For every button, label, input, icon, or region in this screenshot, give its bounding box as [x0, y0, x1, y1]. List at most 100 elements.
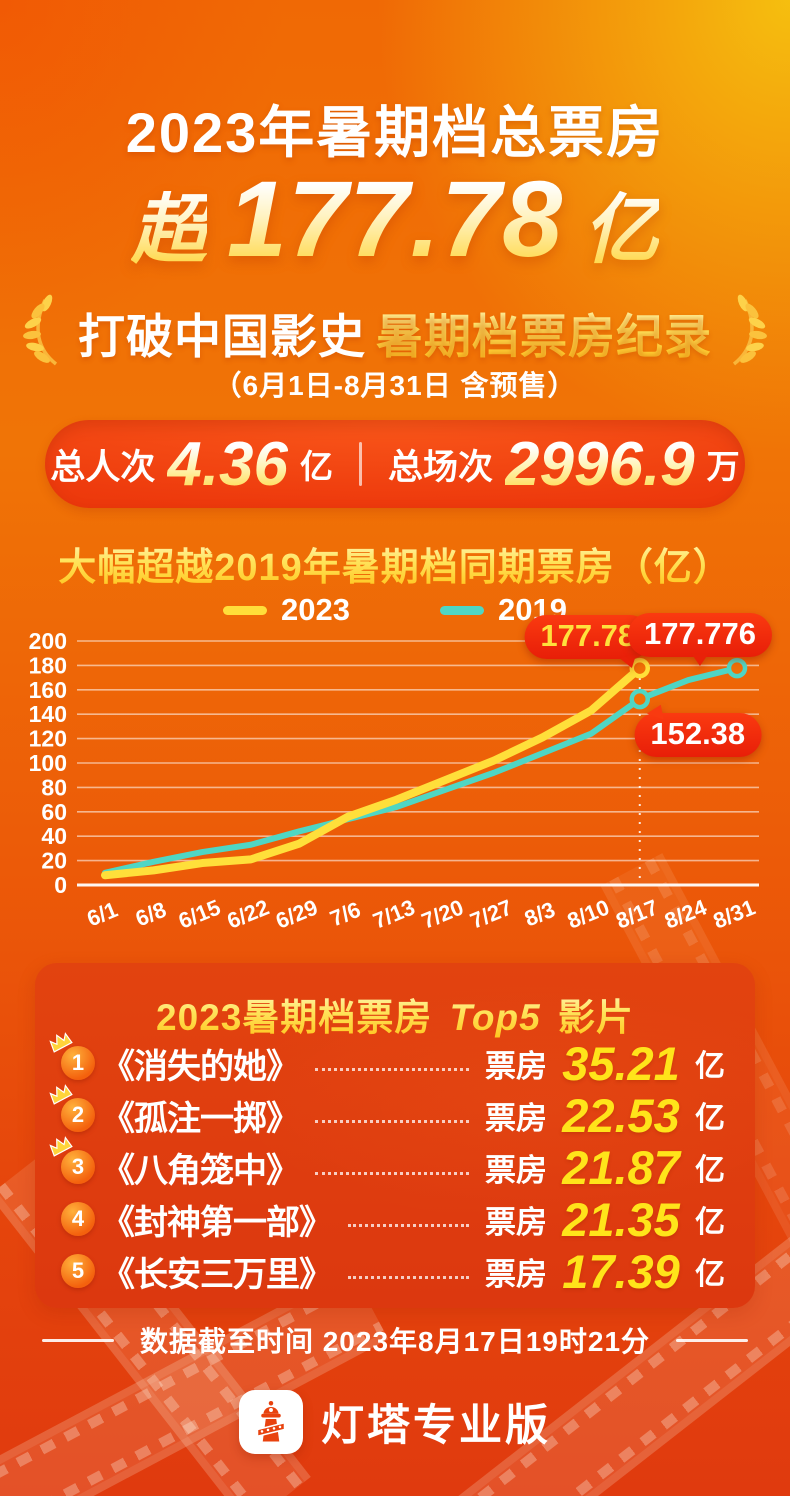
- headline-unit: 亿: [583, 168, 659, 278]
- divider: [676, 1338, 749, 1342]
- stats-divider: [359, 442, 363, 486]
- rank-badge: 2: [49, 1084, 95, 1132]
- svg-text:200: 200: [29, 628, 67, 654]
- table-row: 5 《长安三万里》 票房 17.39 亿: [61, 1244, 725, 1298]
- dotted-leader: [315, 1067, 469, 1071]
- admissions-unit: 亿: [300, 448, 334, 485]
- svg-text:140: 140: [29, 701, 67, 727]
- top5-rows: 1 《消失的她》 票房 35.21 亿 2 《孤注一掷》 票房 22.53 亿: [49, 1032, 725, 1298]
- movie-title: 《八角笼中》: [101, 1151, 300, 1190]
- box-office-trend-chart: 0 20 40 60 80 100 120 140 160 180 200 6/1 6/8 6/15 6/2…: [22, 612, 773, 952]
- dotted-leader: [348, 1223, 469, 1227]
- laurel-left-icon: [23, 294, 58, 366]
- top5-title-part1: 2023暑期档票房: [156, 997, 433, 1038]
- box-office-unit: 亿: [695, 1102, 725, 1135]
- svg-text:7/20: 7/20: [418, 894, 467, 933]
- legend-swatch-2019: [440, 605, 484, 615]
- screenings-label: 总场次: [388, 447, 494, 487]
- svg-text:0: 0: [54, 872, 67, 898]
- box-office-label: 票房: [485, 1152, 547, 1188]
- svg-text:6/1: 6/1: [83, 897, 121, 932]
- dotted-leader: [315, 1171, 469, 1175]
- movie-title: 《孤注一掷》: [101, 1099, 300, 1138]
- box-office-label: 票房: [485, 1204, 547, 1240]
- data-cutoff-note: 数据截至时间 2023年8月17日19时21分: [0, 1320, 790, 1360]
- brand-logo: 灯塔专业版: [0, 1390, 790, 1454]
- svg-text:6/8: 6/8: [132, 897, 170, 932]
- rank-badge: 4: [61, 1202, 95, 1236]
- dotted-leader: [315, 1119, 469, 1123]
- date-range-note: （6月1日-8月31日 含预售）: [213, 370, 577, 401]
- rank-number: 5: [71, 1258, 85, 1283]
- rank-badge: 3: [49, 1136, 95, 1184]
- svg-text:100: 100: [29, 750, 67, 776]
- admissions-label: 总人次: [50, 447, 156, 487]
- annotation-2019-cutoff: 152.38: [634, 713, 762, 758]
- movie-title: 《消失的她》: [101, 1047, 300, 1086]
- box-office-label: 票房: [485, 1100, 547, 1136]
- rank-badge: 1: [49, 1032, 95, 1080]
- svg-text:160: 160: [29, 677, 67, 703]
- box-office-value: 17.39: [562, 1244, 680, 1298]
- svg-text:8/10: 8/10: [564, 894, 613, 933]
- svg-text:60: 60: [41, 799, 67, 825]
- crown-icon: [49, 1084, 73, 1105]
- data-cutoff-text: 数据截至时间 2023年8月17日19时21分: [139, 1326, 651, 1357]
- total-box-office-headline: 超 177.78 亿: [0, 156, 790, 281]
- svg-text:80: 80: [41, 774, 67, 800]
- headline-number: 177.78: [226, 158, 564, 279]
- movie-title: 《封神第一部》: [101, 1203, 333, 1242]
- crown-icon: [49, 1032, 73, 1053]
- svg-text:6/29: 6/29: [272, 894, 321, 933]
- top5-movies-card: 2023暑期档票房 Top5 影片 1 《消失的她》 票房 35.21 亿 2: [35, 963, 755, 1308]
- box-office-unit: 亿: [695, 1258, 725, 1291]
- svg-text:20: 20: [41, 848, 67, 874]
- svg-text:8/24: 8/24: [661, 894, 711, 934]
- box-office-value: 21.35: [562, 1192, 680, 1246]
- svg-text:120: 120: [29, 726, 67, 752]
- legend-label-2023: 2023: [281, 592, 350, 627]
- table-row: 1 《消失的她》 票房 35.21 亿: [49, 1032, 725, 1090]
- table-row: 3 《八角笼中》 票房 21.87 亿: [49, 1136, 725, 1194]
- box-office-label: 票房: [485, 1256, 547, 1292]
- svg-text:7/13: 7/13: [369, 894, 418, 933]
- record-text-white: 打破中国影史: [78, 309, 366, 363]
- top5-title: 2023暑期档票房 Top5 影片: [35, 987, 755, 1041]
- svg-text:8/31: 8/31: [710, 894, 759, 933]
- box-office-unit: 亿: [695, 1154, 725, 1187]
- rank-number: 2: [71, 1102, 85, 1127]
- rank-number: 4: [71, 1206, 85, 1231]
- box-office-value: 22.53: [562, 1088, 680, 1142]
- legend-item-2023: 2023: [223, 592, 350, 628]
- lighthouse-icon: [239, 1390, 303, 1454]
- svg-text:180: 180: [29, 652, 67, 678]
- top5-title-part3: 影片: [557, 997, 634, 1038]
- movie-title: 《长安三万里》: [101, 1255, 333, 1294]
- laurel-right-icon: [732, 294, 767, 366]
- rank-number: 1: [71, 1050, 85, 1075]
- box-office-value: 21.87: [562, 1140, 680, 1194]
- box-office-unit: 亿: [695, 1206, 725, 1239]
- svg-text:7/27: 7/27: [467, 894, 516, 933]
- rank-number: 3: [71, 1154, 85, 1179]
- table-row: 2 《孤注一掷》 票房 22.53 亿: [49, 1084, 725, 1142]
- dotted-leader: [348, 1275, 469, 1279]
- legend-swatch-2023: [223, 605, 268, 615]
- chart-title: 大幅超越2019年暑期档同期票房（亿）: [0, 536, 790, 591]
- svg-text:6/15: 6/15: [175, 894, 224, 933]
- record-text-yellow: 暑期档票房纪录: [376, 298, 712, 367]
- divider: [41, 1338, 114, 1342]
- record-banner: 打破中国影史 暑期档票房纪录: [0, 294, 790, 370]
- poster-title: 2023年暑期档总票房: [125, 101, 665, 164]
- crown-icon: [49, 1136, 73, 1157]
- total-admissions-stat: 总人次 4.36 亿: [50, 429, 333, 500]
- svg-text:6/22: 6/22: [223, 894, 272, 933]
- svg-text:8/17: 8/17: [612, 894, 661, 933]
- svg-text:40: 40: [41, 823, 67, 849]
- annotation-2019-final: 177.776: [627, 613, 773, 667]
- rank-badge: 5: [61, 1254, 95, 1288]
- box-office-value: 35.21: [562, 1036, 680, 1090]
- headline-prefix: 超: [131, 168, 207, 278]
